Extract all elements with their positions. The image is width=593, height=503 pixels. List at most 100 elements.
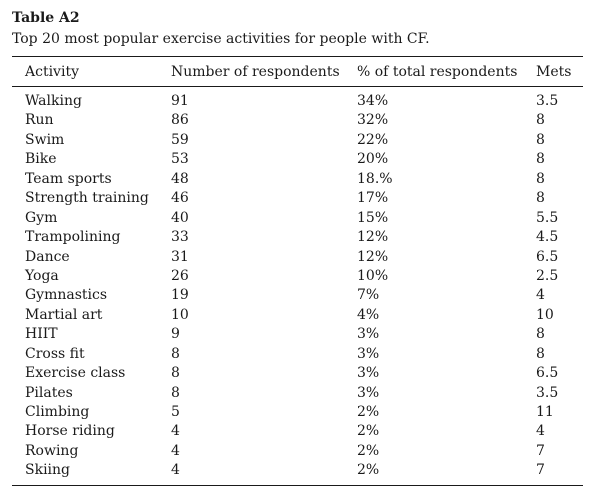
cell-mets: 4.5 bbox=[536, 229, 559, 246]
cell-percent-of-total: 17% bbox=[357, 190, 389, 207]
table-row: Gym 40 15% 5.5 bbox=[0, 209, 593, 228]
cell-percent-of-total: 22% bbox=[357, 131, 389, 148]
table-body: Walking 91 34% 3.5 Run 86 32% 8 Swim 59 22% 8 Bike 53… bbox=[0, 92, 593, 481]
table-row: Horse riding 4 2% 4 bbox=[0, 422, 593, 441]
cell-activity: Yoga bbox=[25, 267, 59, 284]
cell-number-of-respondents: 9 bbox=[171, 326, 180, 343]
bottom-rule bbox=[12, 485, 583, 486]
table-row: Exercise class 8 3% 6.5 bbox=[0, 364, 593, 383]
cell-number-of-respondents: 53 bbox=[171, 151, 189, 168]
cell-number-of-respondents: 4 bbox=[171, 442, 180, 459]
table-row: Dance 31 12% 6.5 bbox=[0, 248, 593, 267]
header-number-of-respondents: Number of respondents bbox=[171, 64, 340, 80]
header-activity: Activity bbox=[25, 64, 79, 80]
cell-number-of-respondents: 10 bbox=[171, 306, 189, 323]
cell-activity: Climbing bbox=[25, 404, 90, 420]
header-rule bbox=[12, 86, 583, 87]
cell-number-of-respondents: 5 bbox=[171, 404, 180, 420]
header-percent-of-total: % of total respondents bbox=[357, 64, 518, 80]
table-row: Skiing 4 2% 7 bbox=[0, 461, 593, 480]
cell-activity: Dance bbox=[25, 248, 70, 265]
cell-number-of-respondents: 46 bbox=[171, 190, 189, 207]
cell-mets: 3.5 bbox=[536, 93, 559, 109]
cell-mets: 7 bbox=[536, 462, 545, 479]
cell-percent-of-total: 4% bbox=[357, 306, 380, 323]
cell-mets: 11 bbox=[536, 404, 554, 420]
cell-percent-of-total: 18.% bbox=[357, 170, 393, 187]
cell-activity: Pilates bbox=[25, 384, 73, 401]
cell-percent-of-total: 34% bbox=[357, 93, 389, 109]
cell-number-of-respondents: 48 bbox=[171, 170, 189, 187]
cell-mets: 4 bbox=[536, 423, 545, 440]
cell-activity: Gym bbox=[25, 209, 58, 226]
cell-number-of-respondents: 4 bbox=[171, 423, 180, 440]
cell-activity: Strength training bbox=[25, 190, 149, 207]
cell-mets: 8 bbox=[536, 345, 545, 362]
cell-activity: HIIT bbox=[25, 326, 58, 343]
table-row: Gymnastics 19 7% 4 bbox=[0, 286, 593, 305]
cell-number-of-respondents: 40 bbox=[171, 209, 189, 226]
cell-mets: 5.5 bbox=[536, 209, 559, 226]
cell-mets: 7 bbox=[536, 442, 545, 459]
cell-activity: Skiing bbox=[25, 462, 71, 479]
table-row: Walking 91 34% 3.5 bbox=[0, 92, 593, 111]
table-title: Table A2 bbox=[12, 10, 80, 26]
cell-mets: 8 bbox=[536, 190, 545, 207]
cell-mets: 8 bbox=[536, 131, 545, 148]
table-row: Strength training 46 17% 8 bbox=[0, 189, 593, 208]
cell-percent-of-total: 2% bbox=[357, 404, 380, 420]
header-mets: Mets bbox=[536, 64, 572, 80]
cell-mets: 6.5 bbox=[536, 248, 559, 265]
cell-number-of-respondents: 33 bbox=[171, 229, 189, 246]
cell-number-of-respondents: 8 bbox=[171, 384, 180, 401]
cell-activity: Horse riding bbox=[25, 423, 115, 440]
cell-activity: Cross fit bbox=[25, 345, 85, 362]
table-row: Team sports 48 18.% 8 bbox=[0, 170, 593, 189]
cell-percent-of-total: 7% bbox=[357, 287, 380, 304]
top-rule bbox=[12, 56, 583, 57]
cell-activity: Team sports bbox=[25, 170, 112, 187]
cell-activity: Walking bbox=[25, 93, 82, 109]
cell-activity: Martial art bbox=[25, 306, 103, 323]
table-row: Bike 53 20% 8 bbox=[0, 150, 593, 169]
cell-percent-of-total: 10% bbox=[357, 267, 389, 284]
cell-percent-of-total: 2% bbox=[357, 423, 380, 440]
cell-percent-of-total: 20% bbox=[357, 151, 389, 168]
cell-activity: Rowing bbox=[25, 442, 79, 459]
table-row: Climbing 5 2% 11 bbox=[0, 403, 593, 422]
cell-mets: 8 bbox=[536, 112, 545, 129]
cell-activity: Bike bbox=[25, 151, 57, 168]
cell-number-of-respondents: 86 bbox=[171, 112, 189, 129]
cell-activity: Run bbox=[25, 112, 54, 129]
cell-mets: 4 bbox=[536, 287, 545, 304]
cell-mets: 8 bbox=[536, 170, 545, 187]
cell-activity: Exercise class bbox=[25, 365, 126, 382]
cell-percent-of-total: 15% bbox=[357, 209, 389, 226]
table-row: Swim 59 22% 8 bbox=[0, 131, 593, 150]
cell-mets: 6.5 bbox=[536, 365, 559, 382]
table-row: Rowing 4 2% 7 bbox=[0, 442, 593, 461]
cell-mets: 8 bbox=[536, 326, 545, 343]
cell-mets: 8 bbox=[536, 151, 545, 168]
cell-number-of-respondents: 26 bbox=[171, 267, 189, 284]
cell-mets: 2.5 bbox=[536, 267, 559, 284]
cell-activity: Swim bbox=[25, 131, 65, 148]
cell-activity: Gymnastics bbox=[25, 287, 108, 304]
cell-number-of-respondents: 8 bbox=[171, 365, 180, 382]
cell-percent-of-total: 3% bbox=[357, 365, 380, 382]
table-row: Run 86 32% 8 bbox=[0, 111, 593, 130]
cell-percent-of-total: 2% bbox=[357, 442, 380, 459]
cell-mets: 10 bbox=[536, 306, 554, 323]
cell-number-of-respondents: 4 bbox=[171, 462, 180, 479]
cell-percent-of-total: 12% bbox=[357, 248, 389, 265]
table-header: Activity Number of respondents % of tota… bbox=[0, 63, 593, 81]
table-caption: Top 20 most popular exercise activities … bbox=[12, 31, 430, 47]
cell-percent-of-total: 3% bbox=[357, 345, 380, 362]
cell-number-of-respondents: 59 bbox=[171, 131, 189, 148]
cell-number-of-respondents: 91 bbox=[171, 93, 189, 109]
table-row: Yoga 26 10% 2.5 bbox=[0, 267, 593, 286]
table-row: HIIT 9 3% 8 bbox=[0, 325, 593, 344]
cell-percent-of-total: 2% bbox=[357, 462, 380, 479]
table-row: Cross fit 8 3% 8 bbox=[0, 345, 593, 364]
table-row: Trampolining 33 12% 4.5 bbox=[0, 228, 593, 247]
